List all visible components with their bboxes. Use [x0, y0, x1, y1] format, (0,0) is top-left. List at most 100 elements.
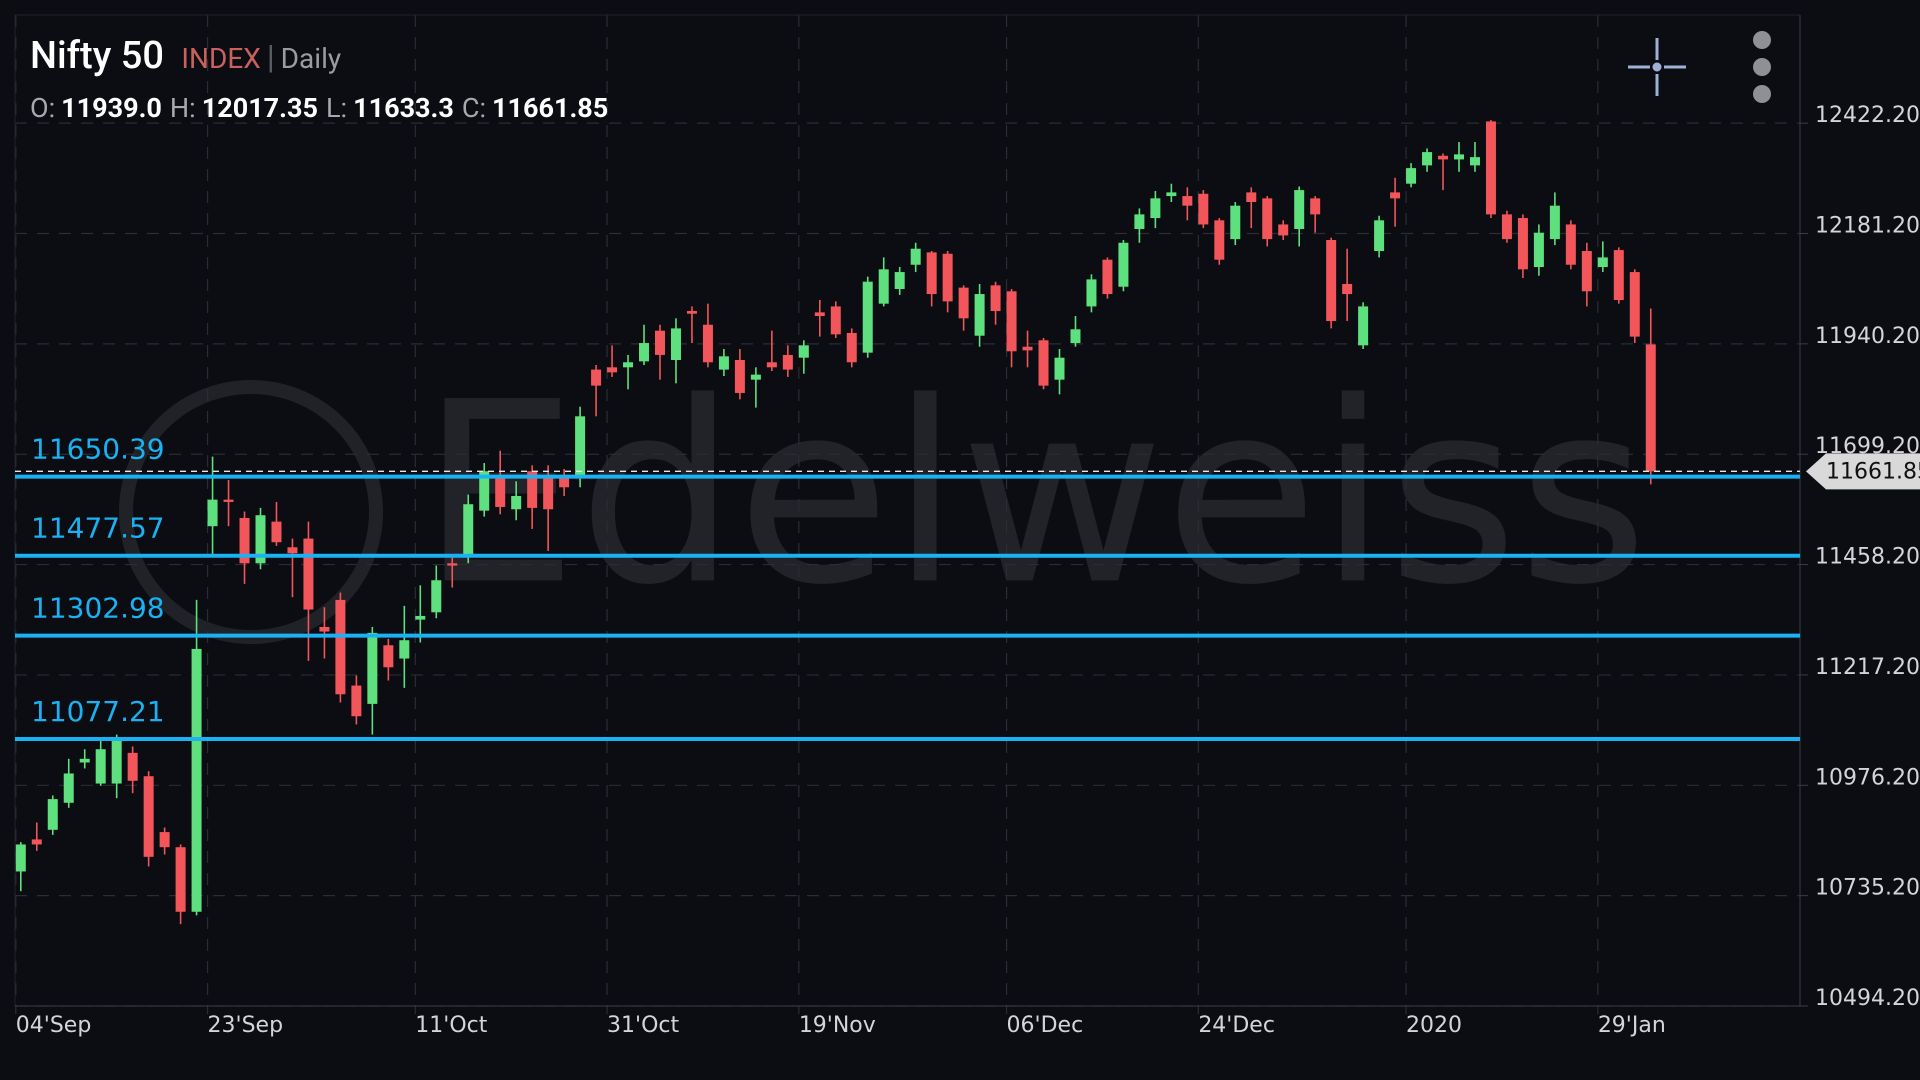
candle-body: [1422, 152, 1433, 166]
candle-body: [1070, 329, 1081, 344]
candle-body: [527, 471, 538, 508]
candle-body: [1597, 257, 1608, 268]
ohlc-label: H:: [169, 92, 196, 124]
candle-body: [766, 362, 777, 368]
candle-body: [990, 285, 1001, 311]
y-tick-label: 11940.20: [1815, 324, 1920, 349]
candle-body: [686, 310, 697, 314]
last-price-tag: [1806, 453, 1920, 490]
candle-body: [1198, 193, 1209, 225]
candle-body: [319, 626, 330, 632]
candle-body: [15, 844, 26, 872]
candle-body: [718, 356, 729, 370]
candle-body: [591, 369, 602, 386]
ohlc-label: C:: [461, 92, 486, 124]
candle-body: [1310, 198, 1321, 215]
ohlc-label: O:: [30, 92, 56, 124]
candle-body: [639, 343, 650, 362]
candle-body: [1006, 291, 1017, 352]
y-tick-label: 11699.20: [1815, 434, 1920, 459]
candle-body: [255, 515, 266, 564]
candle-body: [31, 839, 42, 845]
y-tick-label: 12422.20: [1815, 103, 1920, 128]
overlay: 11661.85: [15, 453, 1920, 490]
candle-body: [1549, 205, 1560, 240]
candle-body: [143, 776, 154, 857]
candle-body: [846, 332, 857, 363]
candle-body: [1629, 272, 1640, 337]
candle-body: [559, 474, 570, 488]
watermark-text: Edelweiss: [420, 348, 1648, 639]
ohlc-row: O: 11939.0 H: 12017.35 L: 11633.3 C: 11661.85: [30, 92, 616, 124]
candle-body: [111, 740, 122, 784]
candle-body: [1565, 224, 1576, 265]
candle-body: [1613, 250, 1624, 301]
title-row: Nifty 50 INDEX | Daily: [30, 34, 341, 78]
crosshair-button[interactable]: [1628, 38, 1686, 96]
watermark: Edelweiss: [119, 348, 1648, 644]
candle-body: [1118, 242, 1129, 287]
candle-body: [1134, 214, 1145, 230]
candle-body: [47, 799, 58, 830]
candle-body: [463, 504, 474, 557]
last-price-label: 11661.85: [1826, 459, 1920, 484]
candle-body: [1102, 259, 1113, 295]
candle-body: [830, 306, 841, 335]
candle-body: [878, 269, 889, 304]
candle-body: [415, 615, 426, 620]
menu-dot: [1753, 58, 1771, 76]
candle-body: [1533, 232, 1544, 268]
candle-body: [1150, 198, 1161, 219]
candle-body: [1038, 340, 1049, 386]
interval: Daily: [280, 42, 342, 75]
candle-body: [511, 495, 522, 510]
menu-button[interactable]: [1753, 31, 1771, 103]
candle-body: [431, 580, 442, 613]
candle-body: [1262, 198, 1273, 240]
y-tick-label: 12181.20: [1815, 214, 1920, 239]
candle-body: [159, 832, 170, 848]
candle-body: [670, 328, 681, 360]
candle-body: [239, 517, 250, 564]
x-tick-label: 29'Jan: [1598, 1013, 1666, 1038]
ohlc-value: 11633.3: [353, 92, 454, 124]
candle-body: [958, 287, 969, 319]
candle-body: [1390, 192, 1401, 199]
candle-body: [1022, 346, 1033, 351]
y-tick-label: 10735.20: [1815, 876, 1920, 901]
candle-body: [1182, 196, 1193, 206]
level-label: 11477.57: [31, 512, 165, 545]
candle-body: [1438, 155, 1449, 160]
candle-body: [1581, 251, 1592, 292]
level-label: 11077.21: [31, 695, 165, 728]
x-tick-label: 31'Oct: [607, 1013, 679, 1038]
candle-body: [1278, 224, 1289, 236]
candle-body: [399, 640, 410, 659]
candle-body: [287, 547, 298, 554]
candle-body: [191, 648, 202, 912]
candle-body: [910, 248, 921, 265]
candle-body: [1294, 190, 1305, 230]
candle-body: [79, 758, 90, 763]
candles: [15, 120, 1656, 925]
candle-body: [607, 367, 618, 373]
candle-body: [1214, 220, 1225, 260]
candle-body: [974, 294, 985, 336]
candle-body: [175, 847, 186, 912]
candle-body: [223, 499, 234, 502]
candle-body: [655, 330, 665, 355]
candle-body: [623, 362, 634, 368]
x-tick-label: 04'Sep: [16, 1013, 92, 1038]
candle-body: [750, 374, 761, 380]
candle-body: [447, 563, 458, 566]
candle-body: [543, 477, 554, 510]
candle-body: [1469, 157, 1480, 166]
candle-body: [303, 538, 314, 610]
y-tick-label: 10494.20: [1815, 986, 1920, 1011]
level-label: 11302.98: [31, 592, 165, 625]
candle-body: [479, 471, 490, 511]
candle-body: [1358, 306, 1369, 346]
levels: 11650.39 11477.57 11302.98 11077.21: [15, 433, 1800, 742]
